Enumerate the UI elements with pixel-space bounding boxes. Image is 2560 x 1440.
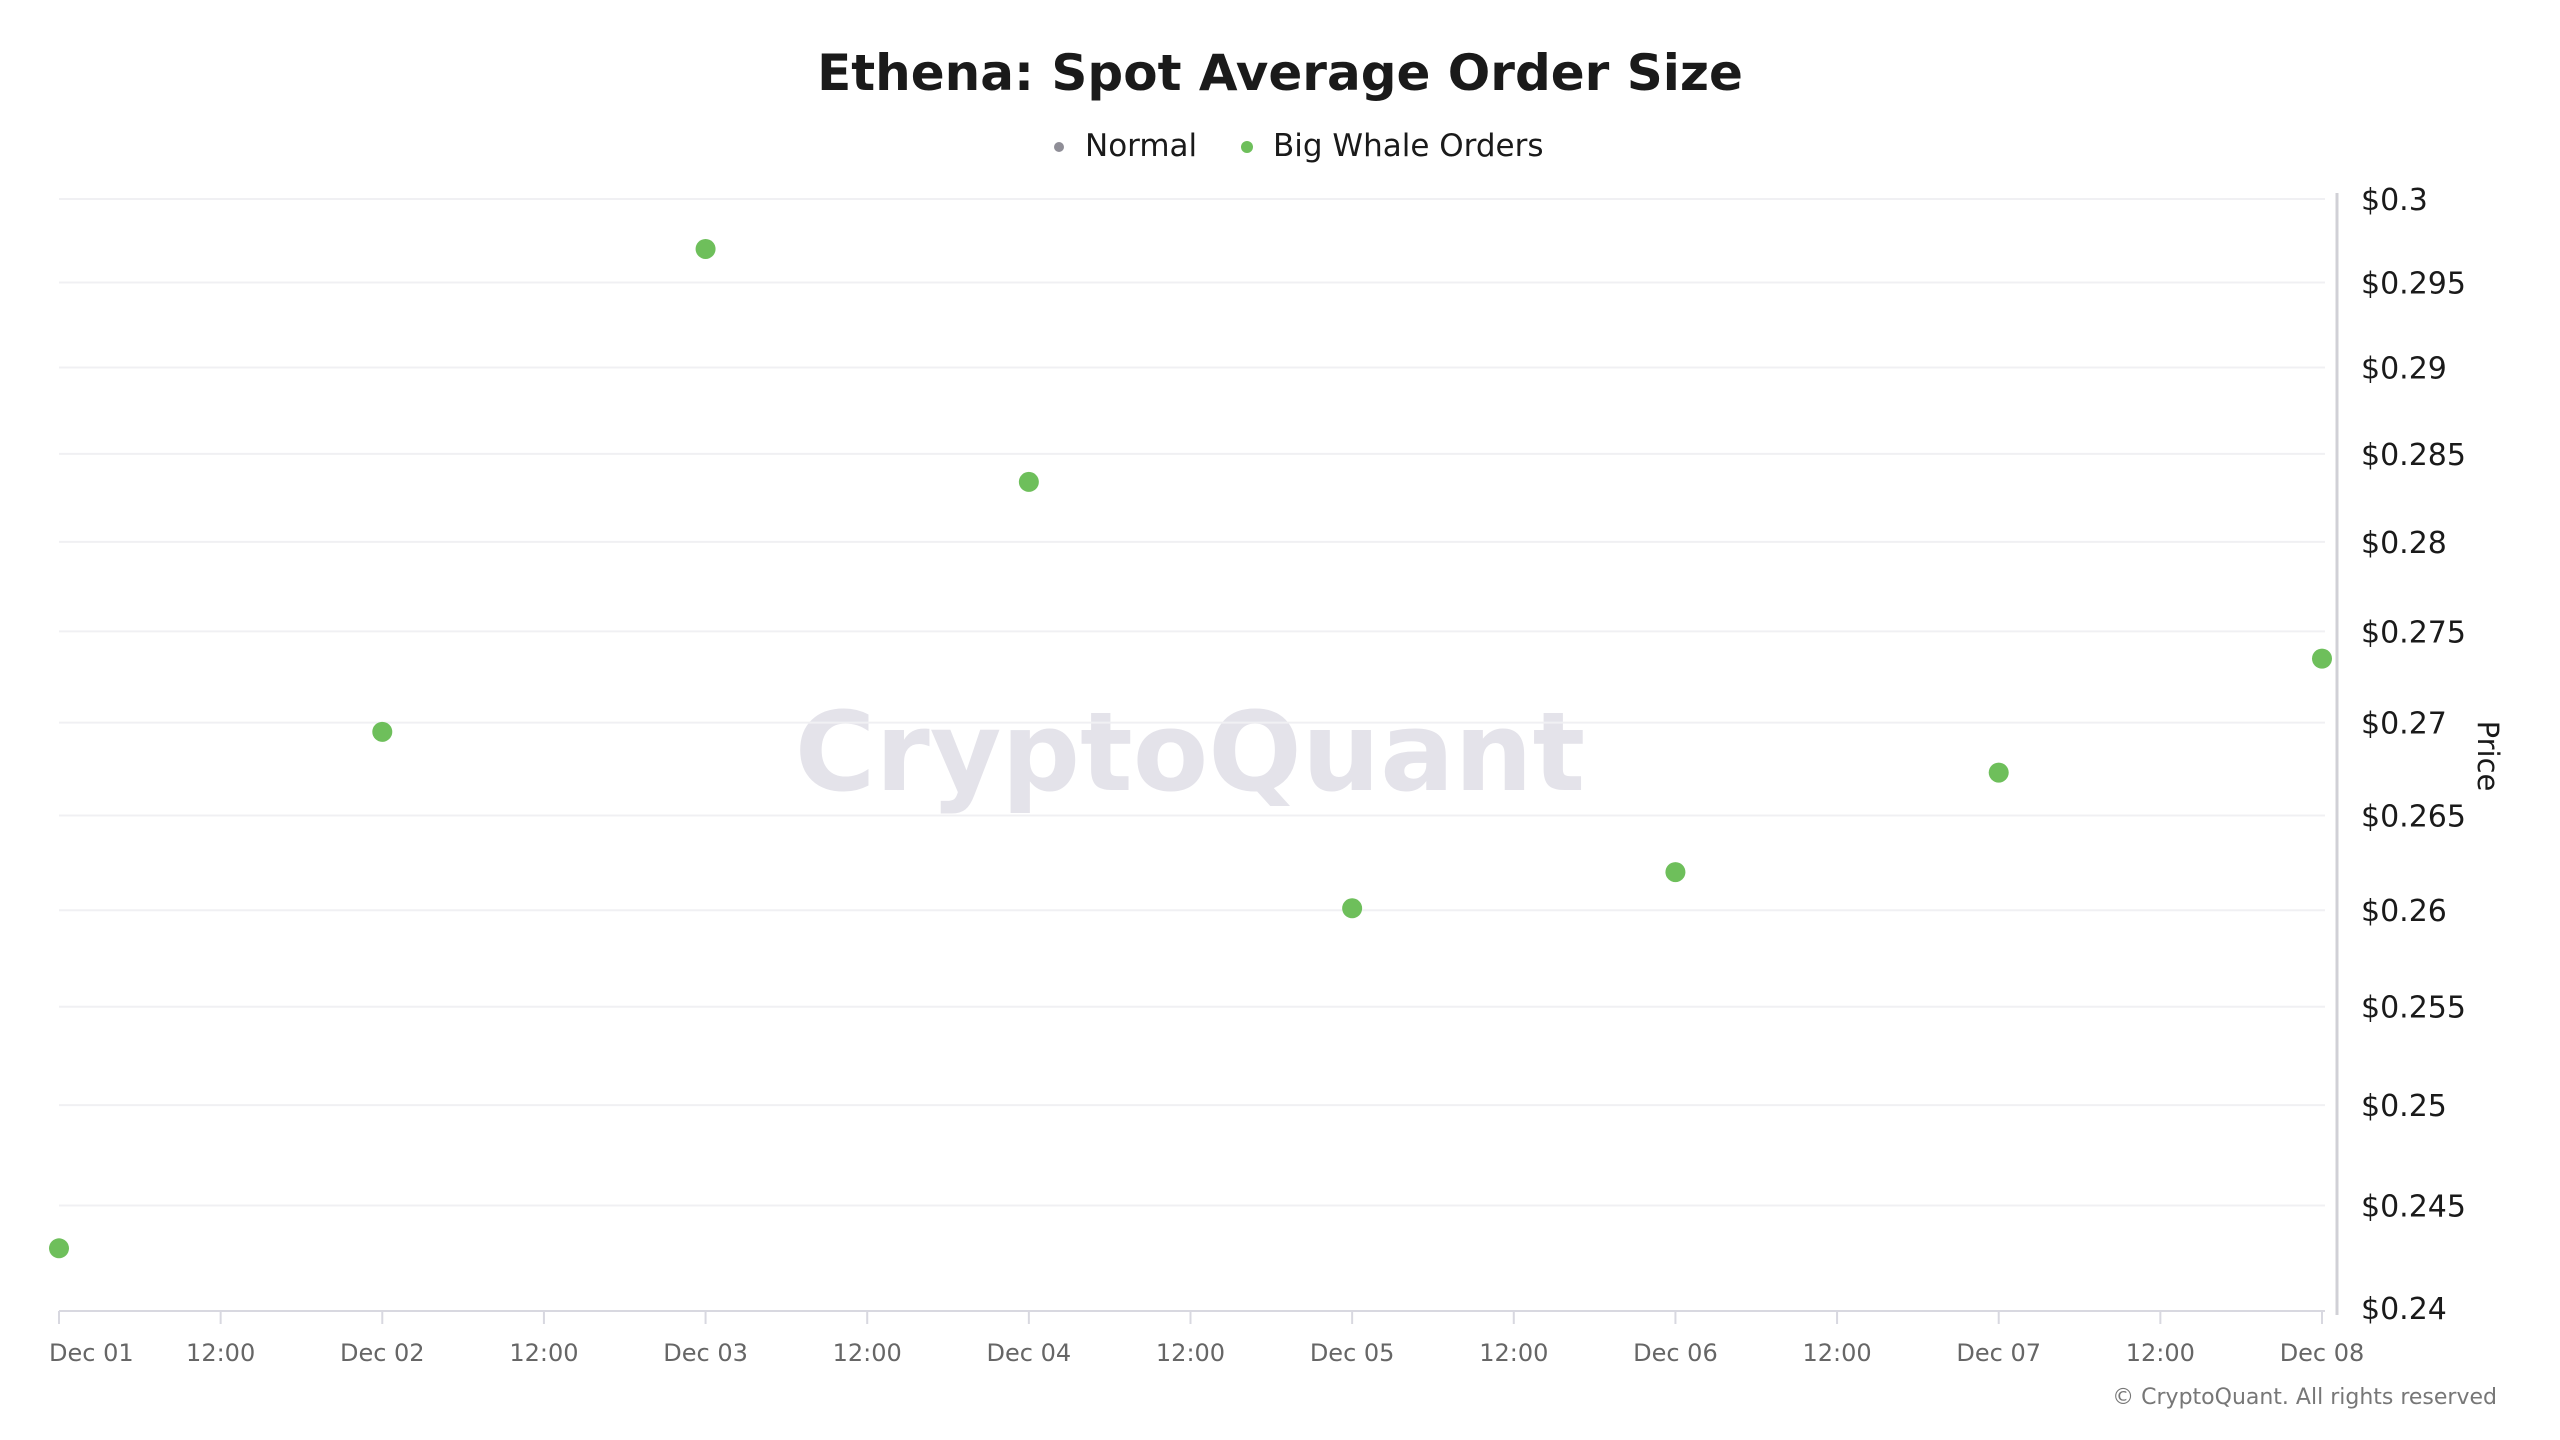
x-tick-label: Dec 02 [340,1339,425,1367]
data-point[interactable] [1665,862,1686,883]
x-axis: Dec 01 12:00 Dec 02 12:00 Dec 03 12:00 Dec 04 1… [49,1310,2365,1367]
y-tick-label: $0.275 [2361,615,2466,650]
data-point[interactable] [2312,648,2332,669]
y-tick-label: $0.3 [2361,183,2428,218]
legend-item-big-whale-orders[interactable]: Big Whale Orders [1241,128,1544,164]
y-tick-label: $0.26 [2361,894,2447,929]
y-axis-label: Price [2471,721,2505,792]
x-tick-label: Dec 03 [663,1339,748,1367]
series-big-whale-orders [49,238,2332,1259]
legend: Normal Big Whale Orders [1054,128,1544,164]
data-point[interactable] [1342,898,1363,919]
y-tick-label: $0.25 [2361,1089,2447,1124]
x-tick-label: Dec 06 [1633,1339,1718,1367]
y-tick-label: $0.245 [2361,1190,2466,1225]
x-tick-label: 12:00 [509,1339,578,1367]
legend-label-normal: Normal [1085,128,1197,164]
x-tick-label: Dec 04 [987,1339,1072,1367]
data-point[interactable] [1988,762,2009,783]
x-tick-label: 12:00 [186,1339,255,1367]
x-tick-label: Dec 05 [1310,1339,1395,1367]
data-point[interactable] [695,238,716,259]
copyright-footer: © CryptoQuant. All rights reserved [2112,1385,2497,1410]
y-tick-label: $0.27 [2361,707,2447,742]
y-tick-label: $0.24 [2361,1292,2447,1327]
legend-marker-big-whale-orders [1241,141,1253,153]
y-axis: $0.3 $0.295 $0.29 $0.285 $0.28 $0.275 $0.27 $0.… [2335,183,2466,1327]
y-tick-label: $0.285 [2361,438,2466,473]
data-point[interactable] [1018,471,1039,492]
legend-item-normal[interactable]: Normal [1054,128,1197,164]
x-tick-label: 12:00 [1802,1339,1871,1367]
x-tick-label: 12:00 [1156,1339,1225,1367]
legend-marker-normal [1054,142,1064,152]
chart-title: Ethena: Spot Average Order Size [817,44,1743,102]
grid [59,198,2325,1207]
data-point[interactable] [49,1238,69,1259]
x-tick-label: Dec 07 [1956,1339,2041,1367]
y-tick-label: $0.295 [2361,267,2466,302]
y-tick-label: $0.29 [2361,351,2447,386]
y-tick-label: $0.255 [2361,991,2466,1026]
x-tick-label: 12:00 [2126,1339,2195,1367]
legend-label-big-whale-orders: Big Whale Orders [1273,128,1544,164]
y-tick-label: $0.265 [2361,800,2466,835]
x-tick-label: Dec 08 [2280,1339,2365,1367]
x-tick-label: 12:00 [833,1339,902,1367]
x-tick-label: 12:00 [1479,1339,1548,1367]
x-tick-label: Dec 01 [49,1339,134,1367]
data-point[interactable] [372,721,393,742]
watermark: CryptoQuant [795,688,1586,816]
y-tick-label: $0.28 [2361,526,2447,561]
